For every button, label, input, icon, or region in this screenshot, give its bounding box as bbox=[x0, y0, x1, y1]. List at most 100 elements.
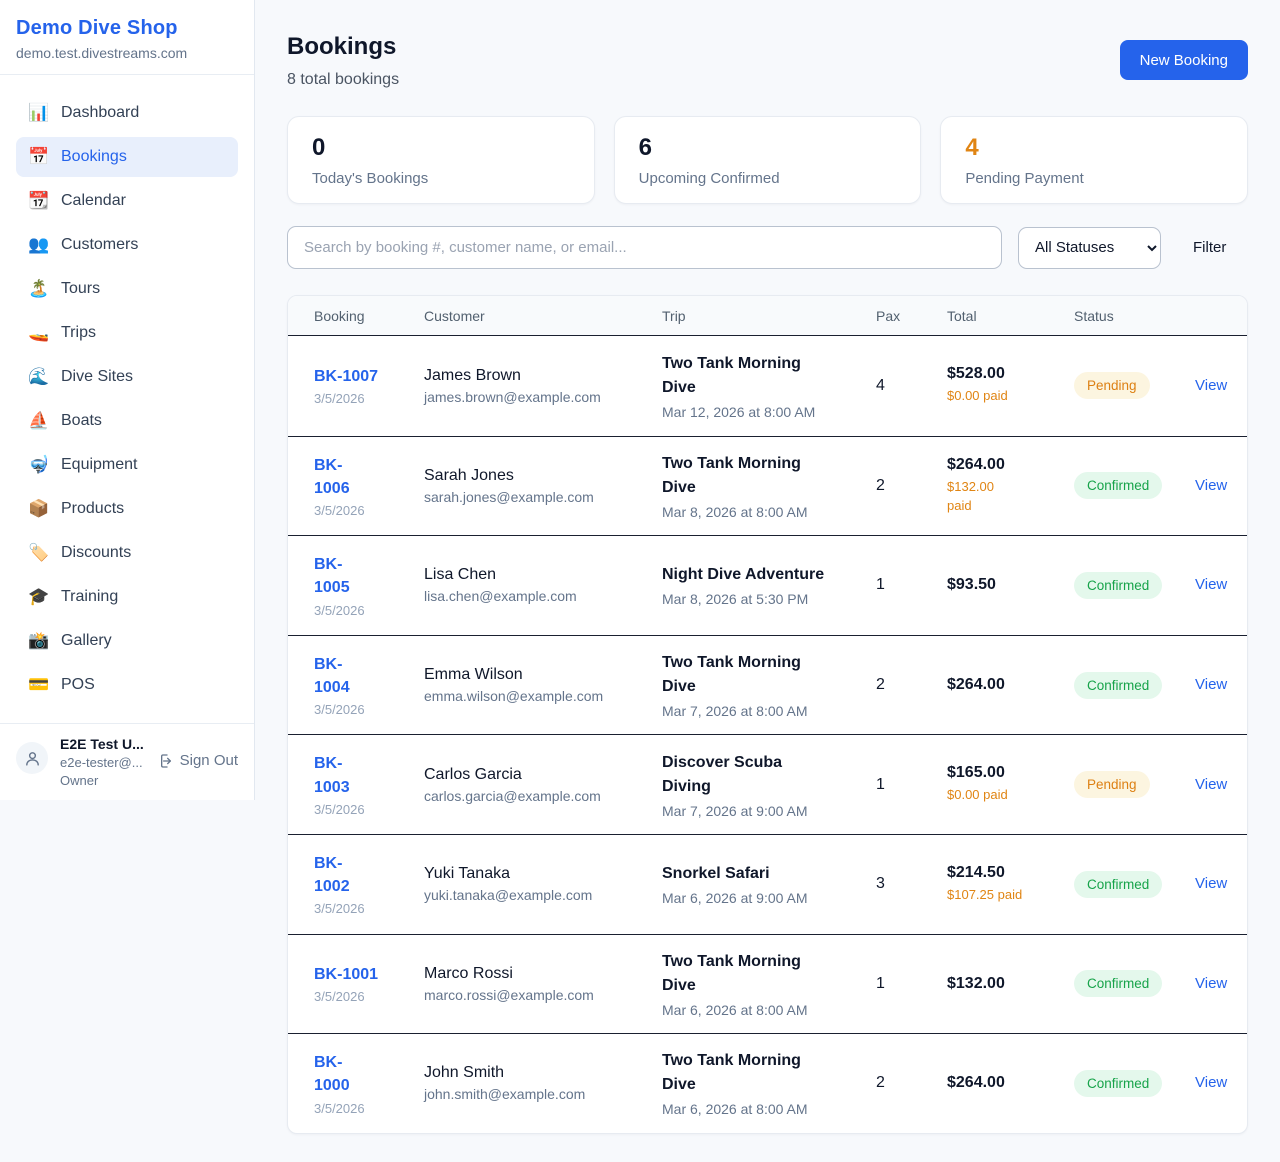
status-badge: Confirmed bbox=[1074, 870, 1163, 898]
sidebar-item[interactable]: 📆 Calendar bbox=[16, 181, 238, 221]
sidebar-item-label: POS bbox=[61, 676, 95, 693]
paid-amount: $0.00 paid bbox=[947, 787, 1008, 803]
status-cell: Confirmed bbox=[1074, 970, 1195, 998]
booking-id-link[interactable]: BK- 1000 bbox=[314, 1054, 350, 1095]
booking-cell: BK- 1000 3/5/2026 bbox=[314, 1051, 424, 1115]
status-badge: Confirmed bbox=[1074, 671, 1163, 699]
view-link[interactable]: View bbox=[1195, 974, 1228, 992]
sidebar-header: Demo Dive Shop demo.test.divestreams.com bbox=[0, 0, 254, 75]
sidebar-item-label: Equipment bbox=[61, 456, 138, 473]
total-cell: $165.00 $0.00 paid bbox=[947, 764, 1074, 805]
pax-cell: 2 bbox=[876, 676, 885, 694]
sidebar-item[interactable]: 📸 Gallery bbox=[16, 621, 238, 661]
status-badge: Confirmed bbox=[1074, 970, 1163, 998]
status-select[interactable]: All Statuses bbox=[1018, 226, 1161, 269]
customer-cell: Sarah Jones sarah.jones@example.com bbox=[424, 467, 662, 505]
total-amount: $264.00 bbox=[947, 1074, 1005, 1092]
actions-cell: View bbox=[1195, 776, 1239, 794]
trip-cell: Two Tank Morning Dive Mar 12, 2026 at 8:… bbox=[662, 352, 876, 420]
view-link[interactable]: View bbox=[1195, 775, 1228, 793]
view-link[interactable]: View bbox=[1195, 476, 1228, 494]
booking-id-link[interactable]: BK- 1006 bbox=[314, 456, 350, 497]
column-header-total: Total bbox=[947, 307, 977, 324]
view-link[interactable]: View bbox=[1195, 1074, 1228, 1092]
stat-card: 4 Pending Payment bbox=[940, 116, 1248, 204]
page-header: Bookings 8 total bookings New Booking bbox=[287, 33, 1248, 89]
view-link[interactable]: View bbox=[1195, 576, 1228, 594]
customer-email: marco.rossi@example.com bbox=[424, 986, 594, 1003]
sidebar-item-icon: 📅 bbox=[28, 147, 50, 166]
booking-date: 3/5/2026 bbox=[314, 1100, 365, 1116]
booking-id-link[interactable]: BK- 1004 bbox=[314, 655, 350, 697]
sidebar-item-icon: 🤿 bbox=[28, 455, 50, 474]
status-badge: Pending bbox=[1074, 372, 1150, 400]
trip-datetime: Mar 7, 2026 at 8:00 AM bbox=[662, 703, 808, 720]
sidebar-item-label: Tours bbox=[61, 280, 101, 297]
customer-name: Sarah Jones bbox=[424, 466, 514, 484]
total-cell: $264.00 bbox=[947, 676, 1074, 694]
avatar bbox=[16, 742, 48, 774]
sidebar-item[interactable]: 📅 Bookings bbox=[16, 137, 238, 177]
pax-cell: 1 bbox=[876, 576, 885, 594]
sidebar-item[interactable]: ⛵ Boats bbox=[16, 401, 238, 441]
search-input[interactable] bbox=[287, 226, 1002, 269]
sidebar-item-icon: 📆 bbox=[28, 191, 50, 210]
sidebar-item-label: Customers bbox=[61, 236, 139, 253]
view-link[interactable]: View bbox=[1195, 376, 1228, 394]
sidebar-item[interactable]: 🚤 Trips bbox=[16, 313, 238, 353]
total-amount: $165.00 bbox=[947, 764, 1005, 782]
pax-cell: 1 bbox=[876, 974, 885, 992]
booking-date: 3/5/2026 bbox=[314, 702, 365, 718]
stat-label: Pending Payment bbox=[965, 170, 1084, 187]
view-link[interactable]: View bbox=[1195, 676, 1228, 694]
sidebar-item-icon: 🏝️ bbox=[28, 279, 50, 298]
view-link[interactable]: View bbox=[1195, 875, 1228, 893]
customer-name: Lisa Chen bbox=[424, 566, 497, 584]
sign-out-button[interactable]: Sign Out bbox=[157, 752, 238, 769]
customer-cell: Emma Wilson emma.wilson@example.com bbox=[424, 666, 662, 704]
sidebar-item[interactable]: 🤿 Equipment bbox=[16, 445, 238, 485]
trip-name: Two Tank Morning Dive bbox=[662, 654, 801, 696]
trip-name: Two Tank Morning Dive bbox=[662, 952, 801, 994]
table-row: BK-1007 3/5/2026 James Brown james.brown… bbox=[288, 336, 1247, 436]
table-row: BK-1001 3/5/2026 Marco Rossi marco.rossi… bbox=[288, 933, 1247, 1034]
sidebar-item[interactable]: 🏝️ Tours bbox=[16, 269, 238, 309]
column-header-status: Status bbox=[1074, 307, 1114, 324]
booking-date: 3/5/2026 bbox=[314, 602, 365, 618]
pax-cell: 2 bbox=[876, 476, 885, 494]
customer-email: john.smith@example.com bbox=[424, 1086, 586, 1103]
status-cell: Confirmed bbox=[1074, 1069, 1195, 1097]
actions-cell: View bbox=[1195, 875, 1239, 893]
booking-id-link[interactable]: BK- 1003 bbox=[314, 755, 350, 796]
sidebar-item[interactable]: 💳 POS bbox=[16, 665, 238, 705]
actions-cell: View bbox=[1195, 975, 1239, 993]
filter-button[interactable]: Filter bbox=[1177, 239, 1242, 256]
sidebar-item[interactable]: 📦 Products bbox=[16, 489, 238, 529]
new-booking-button[interactable]: New Booking bbox=[1119, 40, 1248, 80]
sidebar-item[interactable]: 📊 Dashboard bbox=[16, 93, 238, 133]
trip-name: Snorkel Safari bbox=[662, 865, 770, 883]
booking-id-link[interactable]: BK- 1005 bbox=[314, 556, 350, 597]
stat-value: 6 bbox=[638, 134, 653, 161]
pax-cell: 3 bbox=[876, 875, 885, 893]
booking-id-link[interactable]: BK-1007 bbox=[314, 368, 379, 386]
paid-amount: $107.25 paid bbox=[947, 886, 1023, 902]
booking-date: 3/5/2026 bbox=[314, 801, 365, 817]
sidebar-item[interactable]: 🏷️ Discounts bbox=[16, 533, 238, 573]
status-cell: Pending bbox=[1074, 771, 1195, 799]
stat-label: Upcoming Confirmed bbox=[638, 170, 780, 187]
trip-name: Night Dive Adventure bbox=[662, 566, 825, 584]
column-header-pax: Pax bbox=[876, 307, 901, 324]
sidebar-item-icon: 🏷️ bbox=[28, 543, 50, 562]
booking-id-link[interactable]: BK-1001 bbox=[314, 966, 379, 984]
customer-email: james.brown@example.com bbox=[424, 388, 601, 405]
trip-cell: Two Tank Morning Dive Mar 8, 2026 at 8:0… bbox=[662, 452, 876, 520]
sidebar-item[interactable]: 👥 Customers bbox=[16, 225, 238, 265]
sidebar-item[interactable]: 🎓 Training bbox=[16, 577, 238, 617]
sign-out-label: Sign Out bbox=[179, 752, 238, 769]
actions-cell: View bbox=[1195, 477, 1239, 495]
customer-name: Emma Wilson bbox=[424, 666, 523, 684]
sidebar-item[interactable]: 🌊 Dive Sites bbox=[16, 357, 238, 397]
sidebar-item-icon: 📦 bbox=[28, 499, 50, 518]
booking-id-link[interactable]: BK- 1002 bbox=[314, 855, 350, 896]
